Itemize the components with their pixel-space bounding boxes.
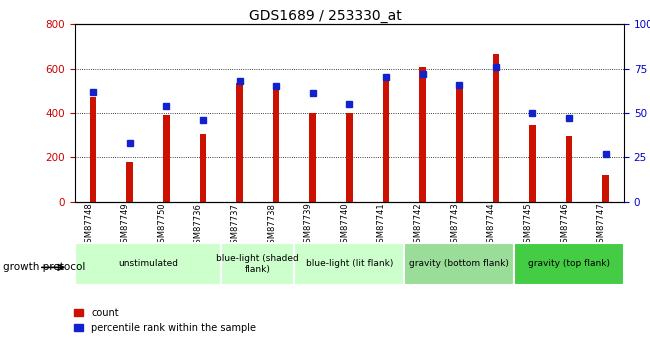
Text: GSM87740: GSM87740 — [341, 203, 350, 248]
Bar — [126, 162, 133, 202]
Text: GSM87742: GSM87742 — [413, 203, 423, 248]
Text: GSM87736: GSM87736 — [194, 203, 203, 248]
Text: GSM87743: GSM87743 — [450, 203, 459, 248]
Text: GSM87750: GSM87750 — [157, 203, 166, 248]
Text: blue-light (shaded
flank): blue-light (shaded flank) — [216, 254, 299, 274]
Bar — [294, 243, 404, 285]
Bar — [163, 115, 170, 202]
Bar — [346, 113, 353, 202]
Bar — [75, 243, 221, 285]
Text: growth protocol: growth protocol — [3, 263, 86, 272]
Text: GSM87748: GSM87748 — [84, 203, 93, 248]
Bar — [566, 136, 573, 202]
Bar — [236, 83, 243, 202]
Text: unstimulated: unstimulated — [118, 259, 178, 268]
Text: GSM87745: GSM87745 — [523, 203, 532, 248]
Text: GSM87746: GSM87746 — [560, 203, 569, 248]
Bar — [493, 54, 499, 202]
Legend: count, percentile rank within the sample: count, percentile rank within the sample — [70, 304, 260, 337]
Text: GSM87737: GSM87737 — [231, 203, 239, 248]
Text: GSM87749: GSM87749 — [121, 203, 130, 248]
Bar — [273, 85, 280, 202]
Text: GSM87744: GSM87744 — [487, 203, 496, 248]
Bar — [221, 243, 294, 285]
Bar — [309, 113, 316, 202]
Bar — [456, 84, 463, 202]
Text: GSM87739: GSM87739 — [304, 203, 313, 248]
Text: blue-light (lit flank): blue-light (lit flank) — [306, 259, 393, 268]
Bar — [404, 243, 514, 285]
Bar — [419, 68, 426, 202]
Bar — [90, 97, 96, 202]
Text: GSM87738: GSM87738 — [267, 203, 276, 248]
Text: GSM87741: GSM87741 — [377, 203, 386, 248]
Text: gravity (top flank): gravity (top flank) — [528, 259, 610, 268]
Text: GDS1689 / 253330_at: GDS1689 / 253330_at — [248, 9, 402, 23]
Bar — [514, 243, 624, 285]
Bar — [383, 76, 389, 202]
Text: GSM87747: GSM87747 — [597, 203, 606, 248]
Bar — [603, 175, 609, 202]
Bar — [529, 125, 536, 202]
Text: gravity (bottom flank): gravity (bottom flank) — [410, 259, 509, 268]
Bar — [200, 134, 206, 202]
